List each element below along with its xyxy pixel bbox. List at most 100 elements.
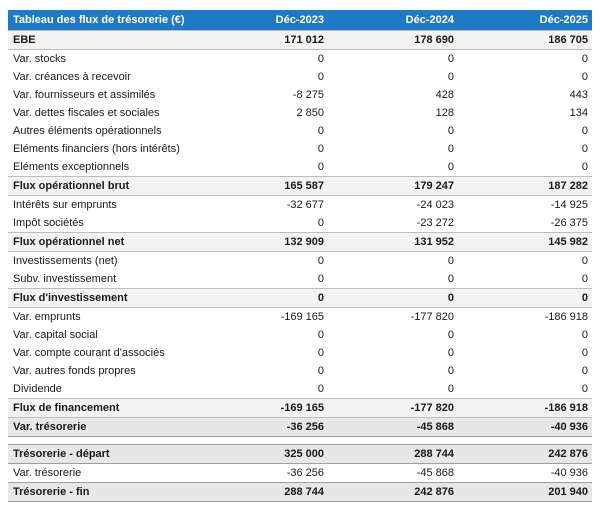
row-label: Flux opérationnel brut [8,176,198,196]
value-cell: -45 868 [328,463,458,483]
value-cell: 0 [198,251,328,270]
value-cell: -169 165 [198,398,328,418]
table-row: Investissements (net) 0 0 0 [8,251,592,270]
value-cell: 242 876 [458,444,592,464]
row-label: Eléments exceptionnels [8,158,198,177]
value-cell: 0 [328,158,458,177]
column-header-dec-2024: Déc-2024 [328,10,458,31]
cashflow-table: Tableau des flux de trésorerie (€) Déc-2… [8,10,592,502]
row-label: Var. compte courant d'associés [8,344,198,362]
value-cell: 0 [458,270,592,289]
table-row-total-flux-investissement: Flux d'investissement 0 0 0 [8,288,592,308]
value-cell: -186 918 [458,398,592,418]
value-cell: 179 247 [328,176,458,196]
value-cell: 2 850 [198,104,328,122]
spacer-row [8,436,592,445]
value-cell: -24 023 [328,195,458,214]
value-cell: 0 [458,362,592,380]
value-cell: 0 [328,288,458,308]
value-cell: 0 [198,326,328,344]
table-row: Impôt sociétés 0 -23 272 -26 375 [8,214,592,233]
value-cell: 0 [458,326,592,344]
row-label: Flux de financement [8,398,198,418]
value-cell: 0 [198,214,328,233]
table-row-summary-tresorerie-fin: Trésorerie - fin 288 744 242 876 201 940 [8,482,592,502]
table-row: Var. trésorerie -36 256 -45 868 -40 936 [8,463,592,483]
value-cell: -8 275 [198,86,328,104]
value-cell: 0 [198,158,328,177]
value-cell: 0 [198,140,328,158]
value-cell: 288 744 [328,444,458,464]
row-label: Flux d'investissement [8,288,198,308]
value-cell: 178 690 [328,30,458,50]
value-cell: 0 [198,49,328,68]
value-cell: 0 [328,270,458,289]
value-cell: -36 256 [198,417,328,437]
table-row: Autres éléments opérationnels 0 0 0 [8,122,592,140]
row-label: Var. fournisseurs et assimilés [8,86,198,104]
row-label: Var. autres fonds propres [8,362,198,380]
value-cell: 0 [328,122,458,140]
table-row: Var. créances à recevoir 0 0 0 [8,68,592,86]
table-row: Var. autres fonds propres 0 0 0 [8,362,592,380]
row-label: Var. trésorerie [8,417,198,437]
value-cell: 0 [458,251,592,270]
row-label: Var. dettes fiscales et sociales [8,104,198,122]
table-header: Tableau des flux de trésorerie (€) Déc-2… [8,10,592,31]
value-cell: 0 [458,140,592,158]
value-cell: 128 [328,104,458,122]
value-cell: -36 256 [198,463,328,483]
row-label: Intérêts sur emprunts [8,195,198,214]
value-cell: 0 [328,326,458,344]
table-row: Var. emprunts -169 165 -177 820 -186 918 [8,307,592,326]
value-cell: 242 876 [328,482,458,502]
row-label: Trésorerie - départ [8,444,198,464]
value-cell: 186 705 [458,30,592,50]
column-header-dec-2023: Déc-2023 [198,10,328,31]
row-label: Dividende [8,380,198,399]
row-label: Var. capital social [8,326,198,344]
table-row: Eléments exceptionnels 0 0 0 [8,158,592,177]
table-row-total-ebe: EBE 171 012 178 690 186 705 [8,30,592,50]
value-cell: 0 [198,122,328,140]
value-cell: 132 909 [198,232,328,252]
row-label: Var. trésorerie [8,463,198,483]
value-cell: 428 [328,86,458,104]
value-cell: 0 [328,251,458,270]
value-cell: 187 282 [458,176,592,196]
table-row: Var. dettes fiscales et sociales 2 850 1… [8,104,592,122]
table-row: Eléments financiers (hors intérêts) 0 0 … [8,140,592,158]
value-cell: 0 [198,362,328,380]
value-cell: -177 820 [328,398,458,418]
value-cell: -14 925 [458,195,592,214]
table-row: Dividende 0 0 0 [8,380,592,399]
value-cell: 171 012 [198,30,328,50]
value-cell: 0 [458,122,592,140]
table-body: EBE 171 012 178 690 186 705 Var. stocks … [8,30,592,502]
table-row: Var. compte courant d'associés 0 0 0 [8,344,592,362]
value-cell: -169 165 [198,307,328,326]
header-row: Tableau des flux de trésorerie (€) Déc-2… [8,10,592,31]
row-label: Var. créances à recevoir [8,68,198,86]
table-row: Intérêts sur emprunts -32 677 -24 023 -1… [8,195,592,214]
table-row-total-flux-de-financement: Flux de financement -169 165 -177 820 -1… [8,398,592,418]
value-cell: 0 [328,140,458,158]
value-cell: -177 820 [328,307,458,326]
value-cell: 0 [328,49,458,68]
value-cell: 145 982 [458,232,592,252]
value-cell: 0 [328,344,458,362]
row-label: Var. emprunts [8,307,198,326]
row-label: Autres éléments opérationnels [8,122,198,140]
value-cell: 0 [458,158,592,177]
value-cell: 443 [458,86,592,104]
value-cell: -186 918 [458,307,592,326]
value-cell: -40 936 [458,463,592,483]
table-row: Subv. investissement 0 0 0 [8,270,592,289]
table-row-total-flux-operationnel-net: Flux opérationnel net 132 909 131 952 14… [8,232,592,252]
table-row: Var. stocks 0 0 0 [8,49,592,68]
table-row-summary-var-tresorerie: Var. trésorerie -36 256 -45 868 -40 936 [8,417,592,437]
table-title: Tableau des flux de trésorerie (€) [8,10,198,31]
value-cell: 288 744 [198,482,328,502]
value-cell: 0 [198,288,328,308]
